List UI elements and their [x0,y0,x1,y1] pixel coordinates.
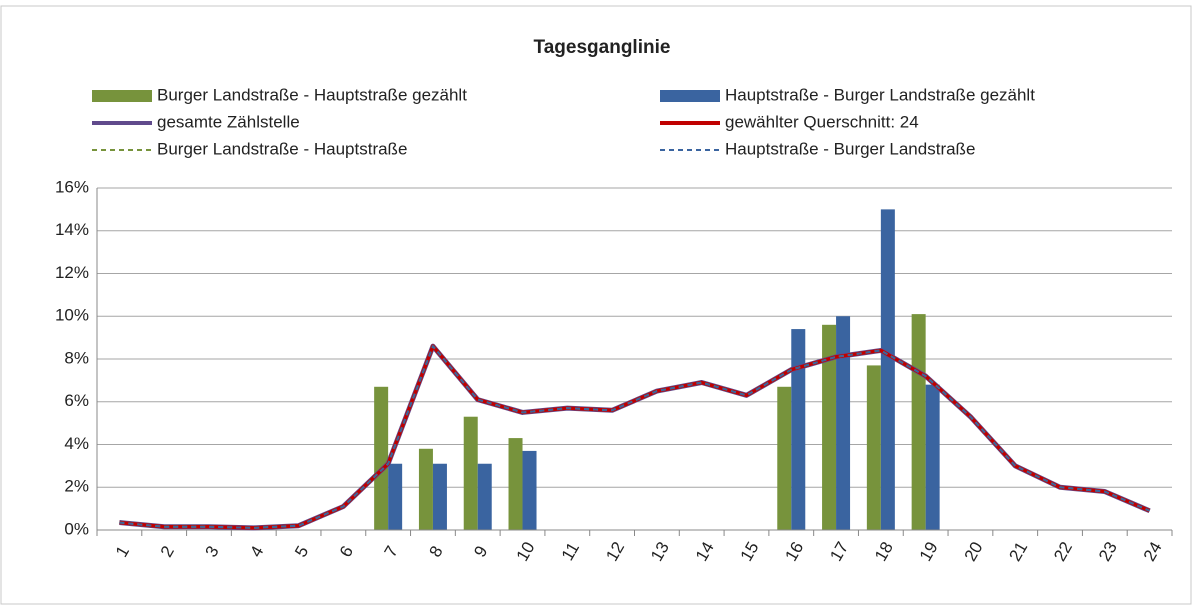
bar [374,386,389,530]
bar [777,386,792,530]
dashed-line [119,345,1150,529]
chart-title: Tagesganglinie [534,37,671,58]
legend-label: Burger Landstraße - Hauptstraße [157,139,407,158]
y-tick-label: 2% [64,477,89,496]
chart-border [0,5,1192,605]
bar [432,463,447,530]
y-tick-label: 8% [64,348,89,367]
legend-swatch [660,90,720,102]
bar [925,384,940,530]
y-tick-label: 12% [55,263,89,282]
y-tick-label: 16% [55,177,89,196]
y-tick-label: 10% [55,306,89,325]
y-tick-label: 6% [64,391,89,410]
bar [522,450,537,530]
bar [463,416,478,530]
bar [880,209,895,530]
legend-label: Burger Landstraße - Hauptstraße gezählt [157,85,467,104]
legend-label: gesamte Zählstelle [157,112,300,131]
bar [418,448,433,530]
y-tick-label: 14% [55,220,89,239]
bar [477,463,492,530]
bar [508,438,523,530]
legend-swatch [92,90,152,102]
legend-label: gewählter Querschnitt: 24 [725,112,919,131]
legend-label: Hauptstraße - Burger Landstraße gezählt [725,85,1035,104]
y-tick-label: 0% [64,519,89,538]
legend-label: Hauptstraße - Burger Landstraße [725,139,975,158]
y-tick-label: 4% [64,434,89,453]
bar [836,316,851,530]
bar [911,314,926,530]
bar [866,365,881,530]
bar [791,329,806,530]
bar [822,324,837,530]
bar [388,463,403,530]
